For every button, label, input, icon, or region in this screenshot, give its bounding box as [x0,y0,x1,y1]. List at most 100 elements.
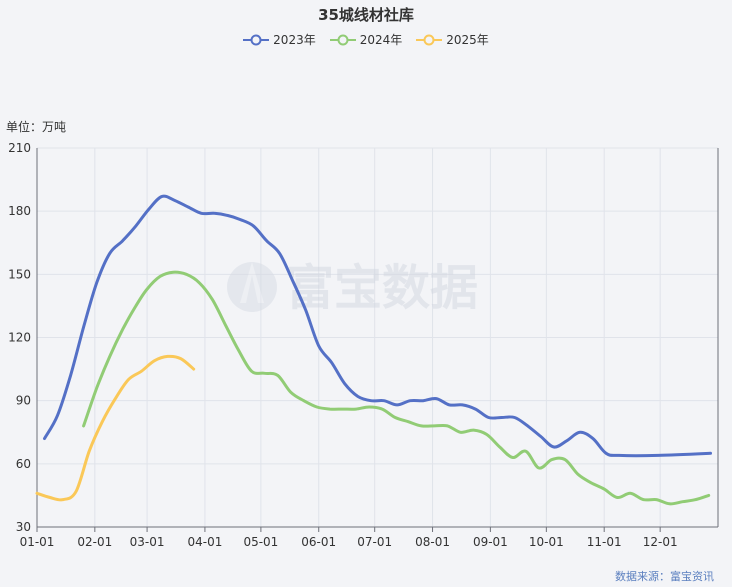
series-1-point[interactable] [324,403,336,415]
series-1-point[interactable] [650,494,662,506]
series-1-point[interactable] [363,401,375,413]
series-1-point[interactable] [311,401,323,413]
series-0-point[interactable] [78,321,90,333]
series-1-point[interactable] [703,489,715,501]
series-1-point[interactable] [154,270,166,282]
series-0-point[interactable] [548,441,560,453]
series-0-point[interactable] [52,409,64,421]
series-0-point[interactable] [208,207,220,219]
series-0-point[interactable] [456,399,468,411]
series-1-point[interactable] [546,454,558,466]
series-1-point[interactable] [193,277,205,289]
series-0-point[interactable] [443,399,455,411]
series-0-point[interactable] [182,201,194,213]
legend-item-2024[interactable]: 2024年 [329,31,402,48]
series-1-point[interactable] [677,496,689,508]
series-0-point[interactable] [143,203,155,215]
series-1-point[interactable] [494,441,506,453]
series-0-point[interactable] [287,275,299,287]
series-0-point[interactable] [260,235,272,247]
series-1-point[interactable] [572,468,584,480]
series-2-point[interactable] [122,374,134,386]
series-0-point[interactable] [169,195,181,207]
series-2-point[interactable] [149,355,161,367]
series-1-point[interactable] [455,426,467,438]
series-0-point[interactable] [430,393,442,405]
series-0-point[interactable] [522,420,534,432]
series-1-point[interactable] [520,445,532,457]
series-0-point[interactable] [221,209,233,221]
series-1-point[interactable] [337,403,349,415]
series-0-point[interactable] [561,435,573,447]
series-0-point[interactable] [326,357,338,369]
series-1-point[interactable] [428,420,440,432]
series-0-point[interactable] [483,412,495,424]
series-0-point[interactable] [469,403,481,415]
series-0-point[interactable] [600,447,612,459]
series-0-point[interactable] [65,369,77,381]
series-0-point[interactable] [130,220,142,232]
series-2-point[interactable] [109,393,121,405]
series-0-point[interactable] [352,390,364,402]
series-1-point[interactable] [598,483,610,495]
series-1-point[interactable] [624,487,636,499]
series-1-point[interactable] [559,454,571,466]
series-1-point[interactable] [246,365,258,377]
series-2-point[interactable] [96,416,108,428]
series-1-point[interactable] [167,266,179,278]
series-1-point[interactable] [259,367,271,379]
series-1-point[interactable] [180,268,192,280]
series-0-point[interactable] [300,304,312,316]
series-0-point[interactable] [195,207,207,219]
series-0-point[interactable] [705,447,717,459]
series-0-point[interactable] [117,235,129,247]
series-1-point[interactable] [663,498,675,510]
series-0-point[interactable] [496,412,508,424]
series-0-point[interactable] [613,449,625,461]
series-1-point[interactable] [206,294,218,306]
series-1-point[interactable] [298,395,310,407]
series-0-point[interactable] [574,426,586,438]
series-1-point[interactable] [376,403,388,415]
series-1-point[interactable] [468,424,480,436]
series-1-point[interactable] [533,462,545,474]
series-1-point[interactable] [690,494,702,506]
series-0-point[interactable] [404,395,416,407]
series-1-point[interactable] [402,416,414,428]
series-2-point[interactable] [31,487,43,499]
series-0-point[interactable] [156,190,168,202]
series-1-point[interactable] [91,382,103,394]
series-0-point[interactable] [391,399,403,411]
series-1-point[interactable] [611,492,623,504]
series-0-point[interactable] [587,433,599,445]
series-2-point[interactable] [135,365,147,377]
series-2-point[interactable] [57,494,69,506]
series-0-point[interactable] [91,277,103,289]
series-1-point[interactable] [350,403,362,415]
series-0-point[interactable] [509,412,521,424]
series-1-point[interactable] [233,344,245,356]
series-1-point[interactable] [441,420,453,432]
series-1-point[interactable] [507,452,519,464]
series-1-point[interactable] [481,428,493,440]
series-1-point[interactable] [285,386,297,398]
series-1-point[interactable] [219,319,231,331]
series-0-point[interactable] [234,214,246,226]
series-1-point[interactable] [141,283,153,295]
series-1-point[interactable] [415,420,427,432]
series-0-point[interactable] [313,340,325,352]
series-2-point[interactable] [175,353,187,365]
series-2-point[interactable] [83,445,95,457]
series-1-point[interactable] [130,300,142,312]
series-0-point[interactable] [38,433,50,445]
series-1-point[interactable] [637,494,649,506]
series-1-point[interactable] [104,350,116,362]
series-1-point[interactable] [272,369,284,381]
series-0-point[interactable] [104,247,116,259]
series-1-point[interactable] [117,323,129,335]
series-1-point[interactable] [585,477,597,489]
series-2-point[interactable] [188,363,200,375]
legend-item-2025[interactable]: 2025年 [416,31,489,48]
series-0-point[interactable] [417,395,429,407]
series-0-point[interactable] [652,449,664,461]
